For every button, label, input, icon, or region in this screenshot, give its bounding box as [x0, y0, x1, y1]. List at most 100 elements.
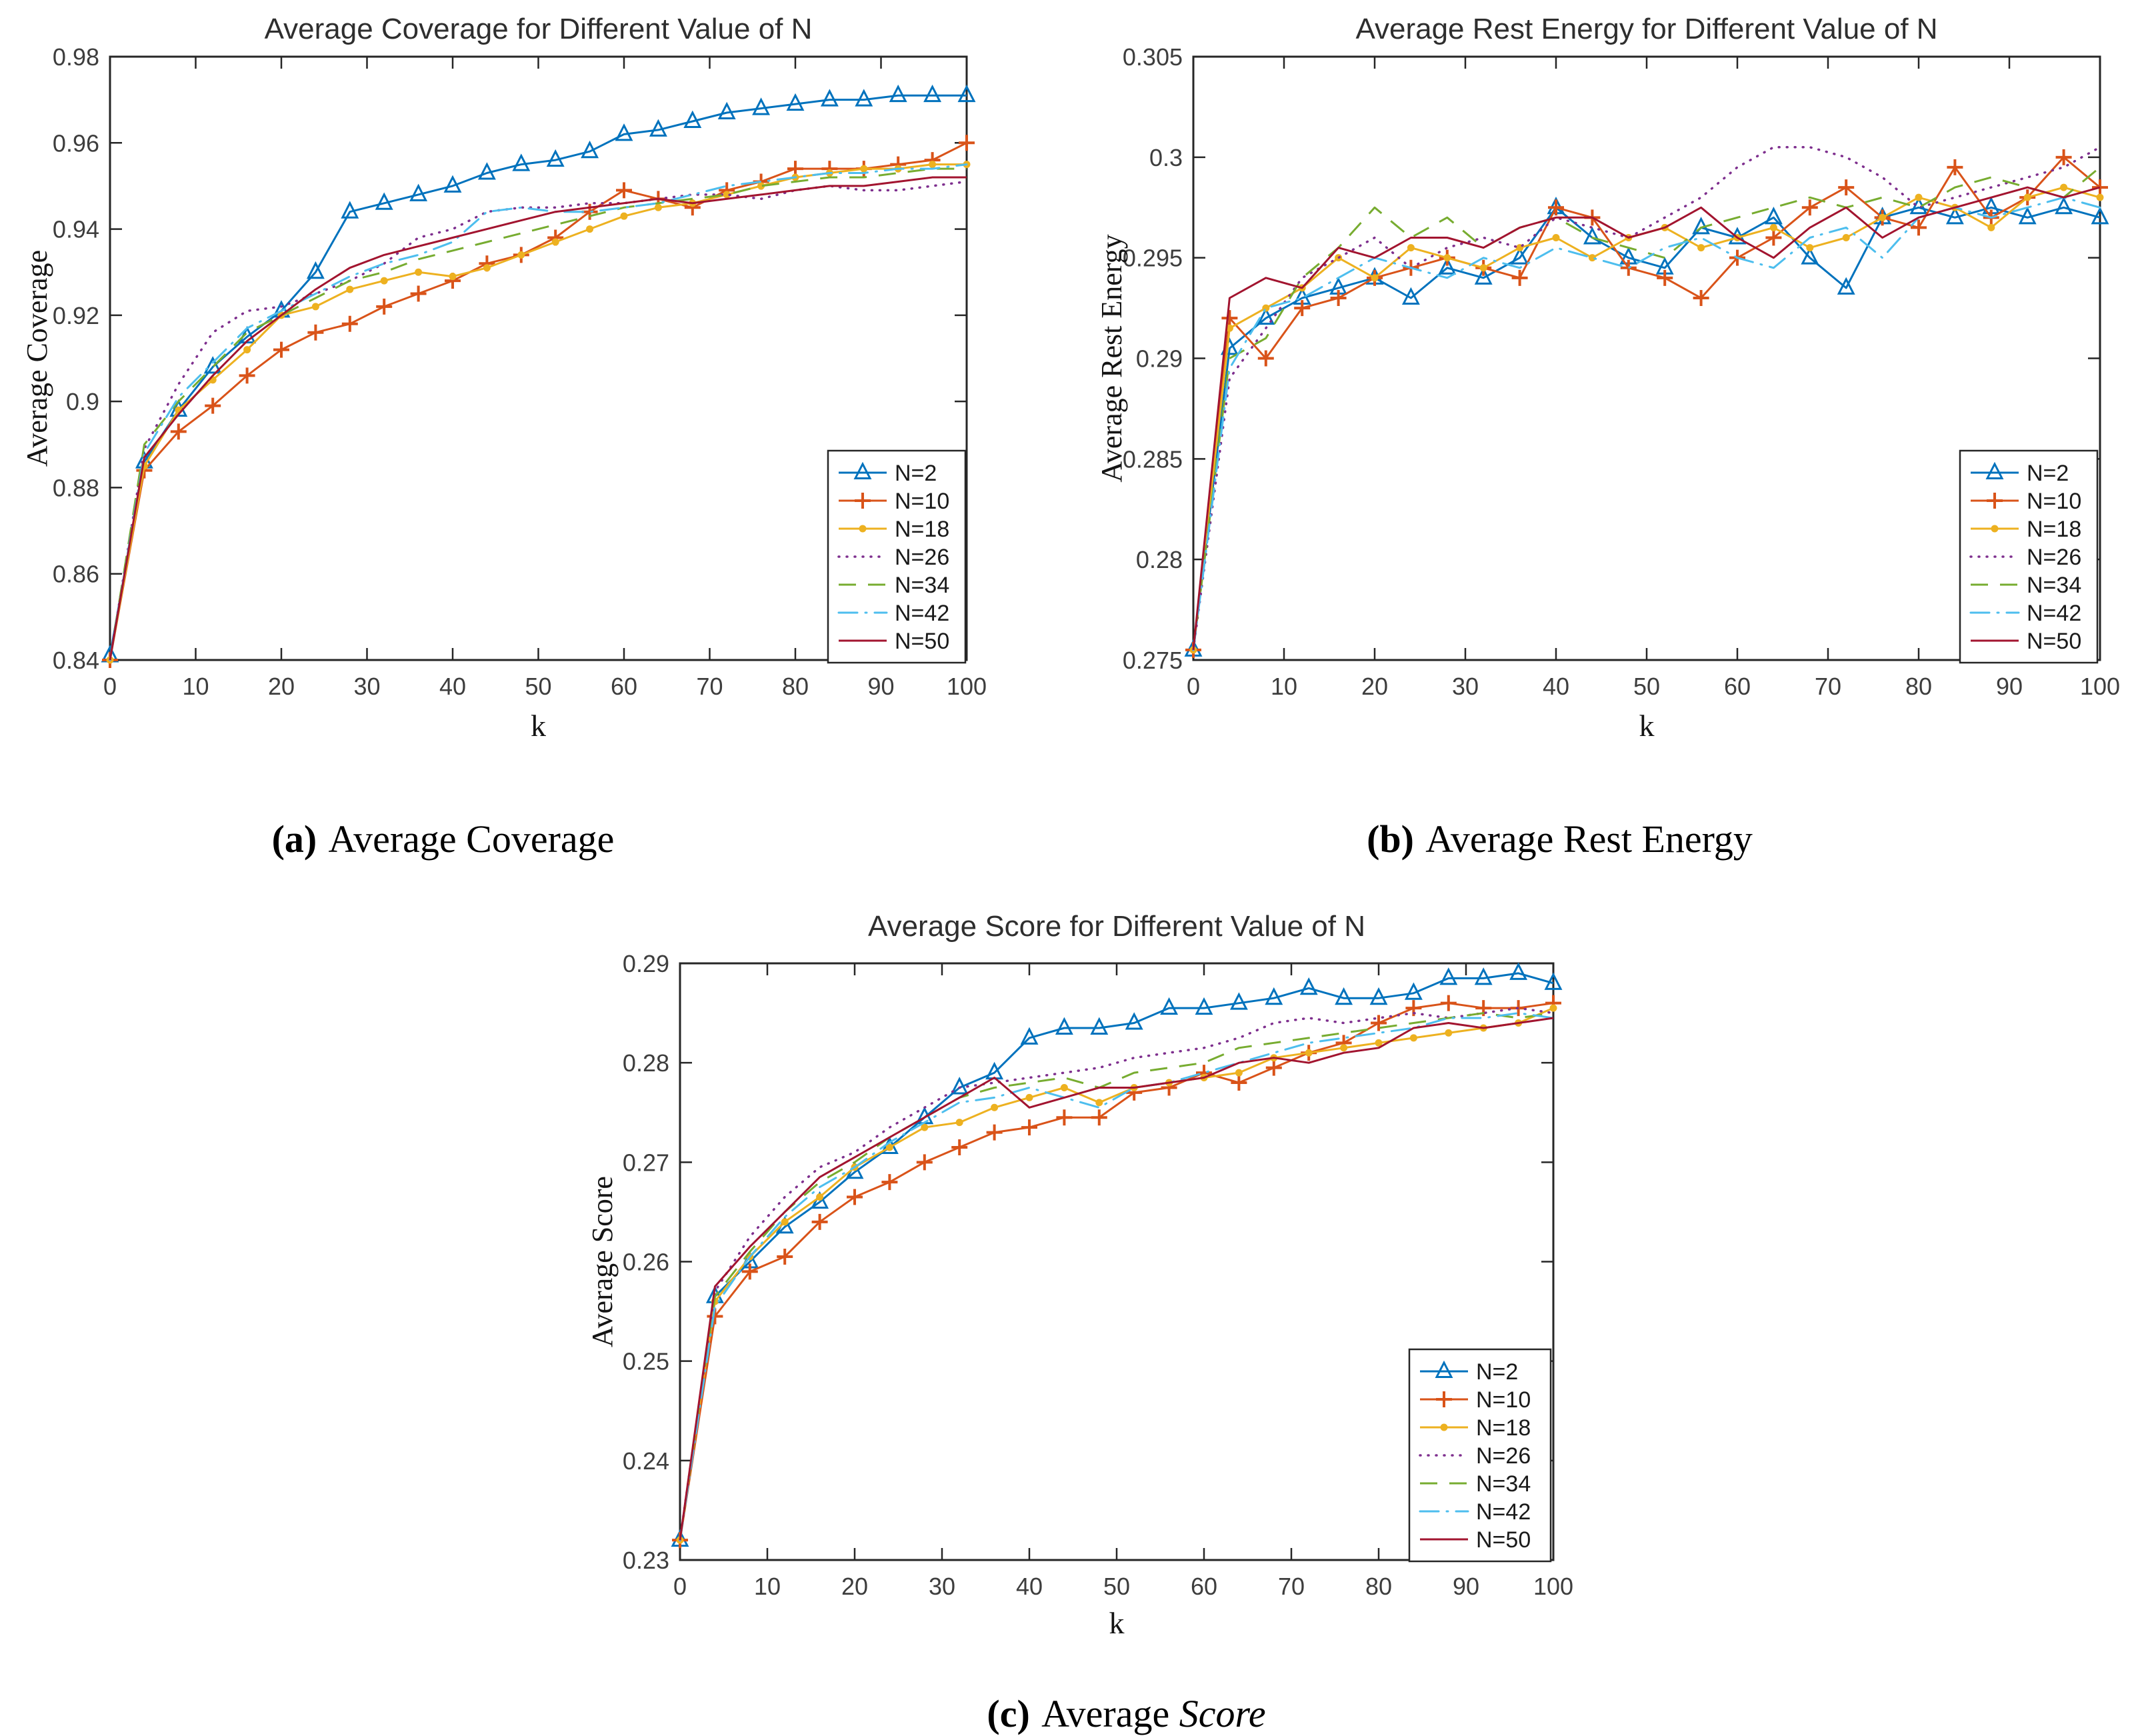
series-marker-N=2 [375, 192, 393, 210]
y-tick-label: 0.28 [623, 1049, 669, 1077]
x-tick-label: 50 [1103, 1573, 1130, 1600]
series-marker-N=18 [311, 303, 319, 311]
legend-label-N=2: N=2 [1476, 1359, 1518, 1385]
y-tick-label: 0.84 [53, 647, 99, 674]
legend-marker-N=18 [1991, 525, 1999, 533]
legend-label-N=2: N=2 [2027, 461, 2069, 486]
series-marker-N=2 [1229, 992, 1248, 1010]
series-marker-N=2 [1404, 982, 1423, 1000]
series-marker-N=18 [586, 225, 594, 233]
series-marker-N=18 [816, 1193, 824, 1201]
series-marker-N=2 [1945, 207, 1964, 225]
legend-label-N=10: N=10 [895, 489, 949, 514]
y-axis-label: Average Coverage [21, 250, 53, 467]
series-marker-N=10 [847, 1189, 863, 1205]
legend-label-N=34: N=34 [2027, 573, 2081, 598]
series-marker-N=18 [1371, 274, 1379, 282]
series-marker-N=18 [929, 161, 937, 169]
x-tick-label: 80 [1905, 673, 1932, 700]
series-marker-N=10 [2092, 179, 2108, 196]
series-marker-N=2 [985, 1061, 1004, 1080]
legend-label-N=34: N=34 [895, 573, 949, 598]
x-tick-label: 90 [867, 673, 894, 700]
series-line-N=50 [679, 1017, 1554, 1541]
legend-label-N=10: N=10 [2027, 489, 2081, 514]
series-marker-N=2 [820, 89, 839, 107]
y-tick-label: 0.28 [1136, 546, 1183, 573]
series-marker-N=18 [449, 273, 457, 281]
series-marker-N=10 [1371, 1015, 1387, 1031]
series-marker-N=2 [341, 201, 359, 219]
x-tick-label: 10 [1271, 673, 1297, 700]
legend-marker-N=10 [855, 493, 871, 509]
series-marker-N=18 [1060, 1083, 1068, 1091]
series-marker-N=10 [951, 1139, 968, 1155]
legend-box [1408, 1348, 1552, 1563]
series-marker-N=2 [1401, 287, 1420, 305]
series-marker-N=18 [551, 238, 559, 246]
series-marker-N=10 [741, 1263, 758, 1280]
x-tick-label: 50 [1633, 673, 1660, 700]
series-marker-N=10 [1265, 1059, 1282, 1076]
series-line-N=18 [679, 1007, 1554, 1541]
series-marker-N=10 [1838, 179, 1855, 196]
x-tick-label: 40 [1543, 673, 1569, 700]
series-marker-N=18 [1842, 234, 1850, 241]
legend-marker-N=10 [1987, 493, 2003, 509]
x-tick-label: 90 [1996, 673, 2023, 700]
series-marker-N=10 [916, 1154, 933, 1171]
series-marker-N=10 [239, 367, 255, 384]
legend-label-N=50: N=50 [1476, 1527, 1531, 1553]
series-marker-N=2 [306, 261, 325, 279]
x-tick-label: 10 [754, 1573, 781, 1600]
series-marker-N=10 [341, 315, 358, 332]
series-marker-N=18 [955, 1119, 963, 1127]
series-marker-N=18 [1769, 223, 1777, 231]
series-line-N=26 [679, 1007, 1555, 1541]
series-marker-N=2 [889, 84, 907, 103]
series-marker-N=2 [717, 101, 736, 120]
average-coverage-chart: 0 10 20 30 40 50 60 70 80 90 100 0.84 0.86 0.88 0.9 0.9… [21, 13, 987, 743]
series-marker-N=2 [2055, 196, 2073, 215]
x-tick-label: 50 [525, 673, 551, 700]
series-marker-N=18 [1915, 193, 1923, 201]
series-marker-N=10 [1657, 269, 1673, 286]
x-tick-label: 60 [1191, 1573, 1217, 1600]
series-line-N=34 [109, 167, 967, 661]
series-marker-N=18 [860, 165, 868, 173]
series-marker-N=2 [1439, 967, 1458, 985]
series-marker-N=2 [512, 153, 531, 171]
series-marker-N=10 [205, 397, 221, 414]
y-tick-label: 0.23 [623, 1547, 669, 1574]
average-score-chart: 0 10 20 30 40 50 60 70 80 90 100 0.23 0.24 0.25 0.26 0.… [586, 910, 1573, 1640]
series-marker-N=10 [881, 1174, 898, 1191]
series-marker-N=2 [1509, 962, 1528, 980]
series-line-N=2 [1192, 206, 2101, 651]
y-tick-label: 0.3 [1149, 144, 1183, 171]
chart-title: Average Score for Different Value of N [868, 910, 1365, 943]
series-marker-N=18 [1445, 1029, 1453, 1037]
y-tick-label: 0.92 [53, 302, 99, 329]
y-axis-label: Average Rest Energy [1095, 234, 1128, 482]
x-tick-label: 90 [1453, 1573, 1479, 1600]
series-marker-N=10 [616, 182, 632, 199]
caption-b-label: (b) [1367, 817, 1414, 861]
legend-marker-N=18 [1440, 1423, 1448, 1431]
series-marker-N=18 [620, 212, 628, 220]
series-marker-N=18 [346, 285, 354, 293]
series-marker-N=18 [415, 268, 423, 276]
series-line-N=50 [1192, 186, 2101, 651]
y-axis-label: Average Score [586, 1176, 619, 1347]
figure-average-rest-energy: 0 10 20 30 40 50 60 70 80 90 100 0.275 0.28 0.285 0.29… [1087, 5, 2127, 752]
series-marker-N=2 [2091, 207, 2109, 225]
legend-label-N=18: N=18 [1476, 1415, 1531, 1441]
caption-b-text: Average Rest Energy [1417, 817, 1753, 861]
legend-label-N=42: N=42 [1476, 1499, 1531, 1525]
series-marker-N=2 [649, 119, 667, 137]
x-tick-label: 40 [1016, 1573, 1043, 1600]
series-marker-N=10 [1231, 1075, 1247, 1091]
x-tick-label: 0 [1187, 673, 1200, 700]
x-tick-label: 70 [696, 673, 723, 700]
series-marker-N=2 [923, 84, 942, 103]
figure-average-score: 0 10 20 30 40 50 60 70 80 90 100 0.23 0.24 0.25 0.26 0.… [580, 888, 1607, 1648]
